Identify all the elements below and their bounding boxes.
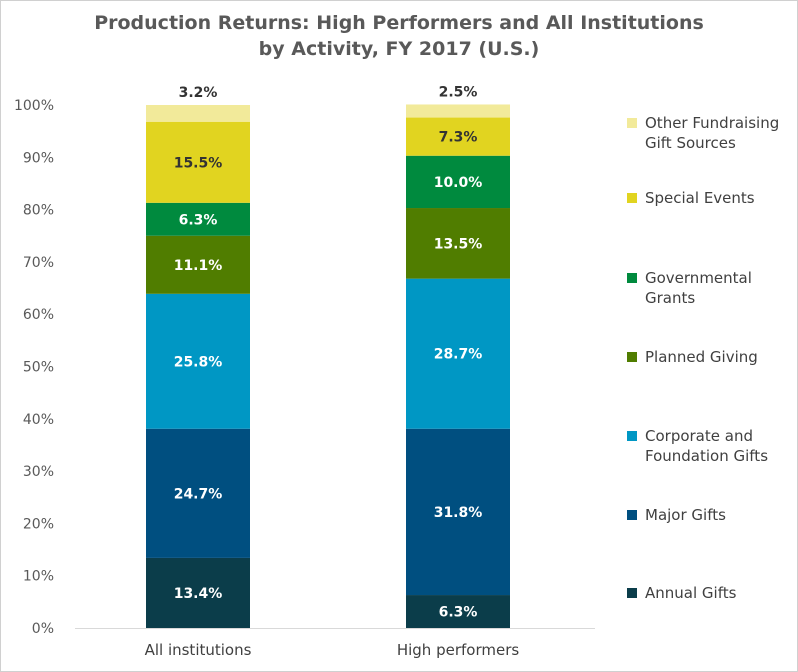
- y-tick-label: 10%: [23, 569, 54, 585]
- y-tick-label: 30%: [23, 464, 54, 480]
- x-category-label: High performers: [397, 641, 520, 659]
- bar-segment: [146, 202, 250, 236]
- legend-label: Governmental: [645, 269, 752, 287]
- bar-segment: [406, 117, 510, 156]
- data-label: 3.2%: [179, 85, 218, 101]
- legend-label: Annual Gifts: [645, 584, 737, 602]
- data-label: 2.5%: [439, 84, 478, 100]
- legend-swatch: [627, 352, 637, 362]
- chart-title: Production Returns: High Performers and …: [0, 10, 798, 62]
- y-tick-label: 20%: [23, 516, 54, 532]
- data-label: 31.8%: [434, 505, 483, 521]
- bar-segment: [406, 428, 510, 596]
- legend-swatch: [627, 273, 637, 283]
- data-label: 13.4%: [174, 586, 223, 602]
- bar-segment: [146, 557, 250, 628]
- legend-swatch: [627, 588, 637, 598]
- legend-swatch: [627, 510, 637, 520]
- y-tick-label: 0%: [32, 621, 54, 637]
- y-tick-label: 60%: [23, 307, 54, 323]
- data-label: 15.5%: [174, 155, 223, 171]
- bar-segment: [146, 121, 250, 203]
- data-label: 24.7%: [174, 486, 223, 502]
- y-tick-label: 50%: [23, 360, 54, 376]
- y-tick-label: 40%: [23, 412, 54, 428]
- chart-title-line-1: Production Returns: High Performers and …: [94, 12, 704, 34]
- bar-segment: [146, 293, 250, 429]
- legend-label: Other Fundraising: [645, 114, 779, 132]
- y-tick-label: 70%: [23, 255, 54, 271]
- bar-segment: [406, 155, 510, 209]
- legend-label: Gift Sources: [645, 134, 736, 152]
- legend-swatch: [627, 431, 637, 441]
- data-label: 10.0%: [434, 175, 483, 191]
- data-label: 13.5%: [434, 236, 483, 252]
- data-label: 11.1%: [174, 258, 223, 274]
- chart-title-line-2: by Activity, FY 2017 (U.S.): [258, 38, 540, 60]
- bar-segment: [406, 104, 510, 118]
- legend-label: Planned Giving: [645, 348, 758, 366]
- legend-label: Grants: [645, 289, 695, 307]
- data-label: 25.8%: [174, 354, 223, 370]
- data-label: 6.3%: [179, 212, 218, 228]
- legend-label: Corporate and: [645, 427, 753, 445]
- data-label: 7.3%: [439, 130, 478, 146]
- legend-label: Major Gifts: [645, 506, 726, 524]
- bar-segment: [146, 428, 250, 558]
- legend-label: Special Events: [645, 189, 755, 207]
- bar-segment: [406, 278, 510, 429]
- legend-swatch: [627, 193, 637, 203]
- legend-swatch: [627, 118, 637, 128]
- y-tick-label: 100%: [14, 98, 54, 114]
- data-label: 28.7%: [434, 347, 483, 363]
- bar-segment: [146, 105, 250, 122]
- y-tick-label: 90%: [23, 150, 54, 166]
- y-tick-label: 80%: [23, 203, 54, 219]
- bar-segment: [406, 595, 510, 628]
- x-category-label: All institutions: [145, 641, 252, 659]
- bar-segment: [146, 235, 250, 294]
- data-label: 6.3%: [439, 605, 478, 621]
- bar-segment: [406, 208, 510, 279]
- legend-label: Foundation Gifts: [645, 447, 768, 465]
